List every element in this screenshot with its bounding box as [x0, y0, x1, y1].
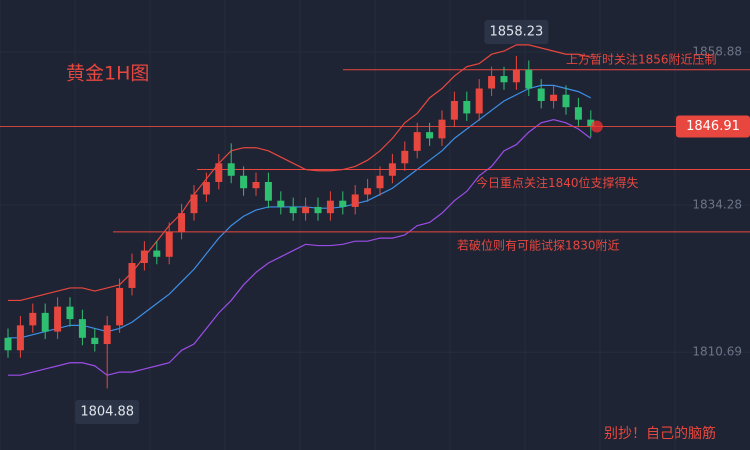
- candle-body: [376, 175, 384, 189]
- candle-body: [339, 200, 347, 207]
- candle-body: [413, 132, 421, 151]
- price-dot: [590, 120, 603, 133]
- y-tick-label: 1858.88: [692, 44, 742, 58]
- band-line: [8, 119, 592, 376]
- candle-body: [550, 94, 558, 101]
- candle-body: [326, 200, 334, 214]
- candle-body: [54, 306, 62, 332]
- candle-body: [512, 69, 520, 83]
- candle-body: [128, 263, 136, 288]
- candle-body: [16, 325, 24, 351]
- price-tag-label: 1846.91: [686, 119, 740, 134]
- candle-body: [103, 325, 111, 345]
- candle-body: [140, 250, 148, 264]
- y-tick-label: 1810.69: [692, 345, 742, 359]
- high-label: 1858.23: [490, 25, 544, 40]
- candle-body: [574, 107, 582, 120]
- candle-body: [202, 181, 210, 195]
- footer-note: 别抄！自己的脑筋: [604, 425, 716, 442]
- candle-body: [351, 194, 359, 207]
- level-label: 上方暂时关注1856附近压制: [566, 51, 717, 66]
- candle-body: [537, 88, 545, 101]
- candle-body: [401, 150, 409, 164]
- high-tag: [484, 20, 549, 44]
- candle-body: [264, 181, 272, 201]
- price-tag: [676, 115, 750, 138]
- level-label: 今日重点关注1840位支撑得失: [476, 175, 639, 190]
- candle-body: [153, 250, 161, 257]
- candle-body: [91, 337, 99, 345]
- level-label: 若破位则有可能试探1830附近: [457, 237, 620, 252]
- candle-body: [78, 319, 86, 338]
- candle-body: [240, 175, 248, 189]
- low-tag: [75, 400, 140, 424]
- y-tick-label: 1834.28: [692, 198, 742, 212]
- candle-body: [289, 206, 297, 214]
- candle-body: [252, 181, 260, 189]
- candle-body: [178, 213, 186, 232]
- low-label: 1804.88: [80, 405, 134, 420]
- candle-body: [500, 76, 508, 83]
- candle-body: [215, 163, 223, 182]
- candle-body: [450, 100, 458, 120]
- candle-body: [4, 337, 12, 351]
- candle-body: [388, 163, 396, 176]
- candle-body: [41, 312, 49, 332]
- candle-body: [438, 119, 446, 139]
- candle-body: [302, 206, 310, 214]
- band-line: [8, 84, 592, 339]
- candle-body: [66, 306, 74, 320]
- candle-body: [525, 69, 533, 89]
- candle-body: [116, 287, 124, 326]
- candle-body: [587, 119, 595, 127]
- candle-body: [562, 94, 570, 108]
- chart-title: 黄金1H图: [66, 63, 149, 85]
- candle-body: [227, 163, 235, 176]
- band-line: [8, 44, 591, 302]
- candle-body: [364, 188, 372, 195]
- candle-body: [165, 231, 173, 257]
- candle-body: [475, 88, 483, 114]
- candle-body: [463, 100, 471, 114]
- candle-body: [277, 200, 285, 207]
- candle-body: [314, 206, 322, 214]
- candle-body: [488, 76, 496, 89]
- candle-body: [29, 312, 37, 326]
- candle-body: [190, 194, 198, 214]
- candle-body: [426, 132, 434, 139]
